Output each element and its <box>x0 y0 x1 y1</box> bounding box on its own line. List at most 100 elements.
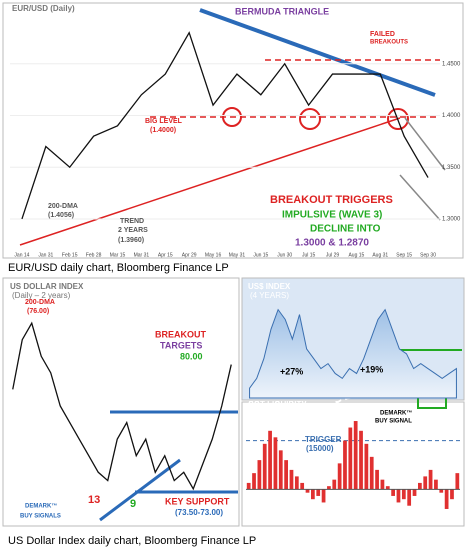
annotation: TREND <box>120 218 144 225</box>
bar <box>311 489 315 500</box>
annotation: KEY SUPPORT <box>165 496 230 506</box>
bar <box>396 489 401 503</box>
chart-title: COT LIQUIDITY <box>248 400 307 409</box>
x-tick-label: Mar 15 <box>110 252 126 258</box>
annotation: BREAKOUT <box>155 329 207 339</box>
annotation: DECLINE INTO <box>310 224 381 235</box>
x-tick-label: Mar 31 <box>134 252 150 258</box>
annotation: BERMUDA TRIANGLE <box>235 6 329 16</box>
bar <box>364 443 369 490</box>
caption: US Dollar Index daily chart, Bloomberg F… <box>8 535 256 547</box>
annotation: DEMARK™ <box>25 503 57 510</box>
annotation: (76.00) <box>27 308 49 315</box>
bar <box>332 479 337 490</box>
bar <box>268 430 272 490</box>
x-tick-label: Jun 30 <box>277 252 292 258</box>
x-tick-label: May 31 <box>229 252 246 258</box>
circle <box>299 108 321 130</box>
bar <box>450 489 454 500</box>
bar <box>252 473 256 490</box>
trend-line <box>19 117 401 246</box>
x-tick-label: Apr 15 <box>158 252 173 258</box>
bar <box>439 489 444 493</box>
circle <box>222 107 242 127</box>
trend-line <box>99 458 181 522</box>
bar <box>428 469 433 490</box>
chart-title: US DOLLAR INDEX <box>10 282 84 291</box>
bar <box>273 437 278 490</box>
channel <box>399 174 441 221</box>
annotation: BREAKOUT TRIGGERS <box>270 194 393 206</box>
x-tick-label: Sep 30 <box>420 252 436 258</box>
bar <box>375 469 379 490</box>
annotation: +27% <box>280 366 303 376</box>
bar <box>316 489 321 496</box>
annotation: 2 YEARS <box>118 227 148 234</box>
annotation: BIG LEVEL <box>145 118 183 125</box>
bar <box>434 479 438 490</box>
bar <box>337 463 342 490</box>
x-tick-label: Jul 15 <box>302 252 316 258</box>
annotation: (73.50-73.00) <box>175 508 223 517</box>
bar <box>380 479 385 490</box>
annotation: (1.3960) <box>118 237 144 244</box>
bar <box>289 469 294 490</box>
x-tick-label: Apr 29 <box>182 252 197 258</box>
y-tick-label: 1.3000 <box>442 217 461 223</box>
x-tick-label: Aug 31 <box>372 252 388 258</box>
x-tick-label: May 16 <box>205 252 222 258</box>
annotation: FAILED <box>370 31 395 38</box>
annotation: 1.3000 & 1.2870 <box>295 238 369 249</box>
annotation: (15000) <box>306 444 334 453</box>
bar <box>412 489 417 496</box>
x-tick-label: Sep 15 <box>396 252 412 258</box>
x-tick-label: Feb 15 <box>62 252 78 258</box>
annotation: TARGETS <box>160 340 202 350</box>
bar <box>418 482 422 490</box>
bar <box>369 456 374 490</box>
bar <box>385 486 390 490</box>
bar <box>359 430 363 490</box>
annotation: (1.4000) <box>150 127 176 134</box>
annotation: BREAKOUTS <box>370 40 408 46</box>
annotation: IMPULSIVE (WAVE 3) <box>282 210 382 221</box>
x-tick-label: Jan 31 <box>38 252 53 258</box>
annotation: 9 <box>130 498 136 510</box>
panel <box>2 277 240 527</box>
bar <box>294 476 299 490</box>
price-line <box>21 31 429 220</box>
circle <box>387 108 409 130</box>
bar <box>262 443 267 490</box>
x-tick-label: Jan 14 <box>14 252 29 258</box>
bar <box>407 489 412 506</box>
y-tick-label: 1.4000 <box>442 113 461 119</box>
bar <box>353 421 358 490</box>
bar <box>423 476 428 490</box>
bar <box>343 440 347 490</box>
annotation: (1.4056) <box>48 212 74 219</box>
bar <box>257 460 262 490</box>
x-tick-label: Jul 29 <box>326 252 340 258</box>
bar <box>246 482 251 490</box>
bar <box>284 460 288 490</box>
bar <box>305 489 310 493</box>
y-tick-label: 1.4500 <box>442 61 461 67</box>
annotation: 13 <box>88 494 100 506</box>
channel <box>404 117 446 171</box>
bar <box>300 482 305 490</box>
bar <box>327 486 331 490</box>
annotation: 80.00 <box>180 351 203 361</box>
caption: EUR/USD daily chart, Bloomberg Finance L… <box>8 262 229 274</box>
bar <box>391 489 395 496</box>
annotation: 200-DMA <box>48 203 78 210</box>
price-line <box>12 321 232 491</box>
x-tick-label: Aug 15 <box>348 252 364 258</box>
chart-subtitle: (4 YEARS) <box>250 291 289 300</box>
bar <box>401 489 406 500</box>
area <box>249 308 457 399</box>
chart-title: US$ INDEX <box>248 282 291 291</box>
chart-title: EUR/USD (Daily) <box>12 4 75 13</box>
annotation: BUY SIGNAL <box>375 419 412 425</box>
bar <box>321 489 326 503</box>
